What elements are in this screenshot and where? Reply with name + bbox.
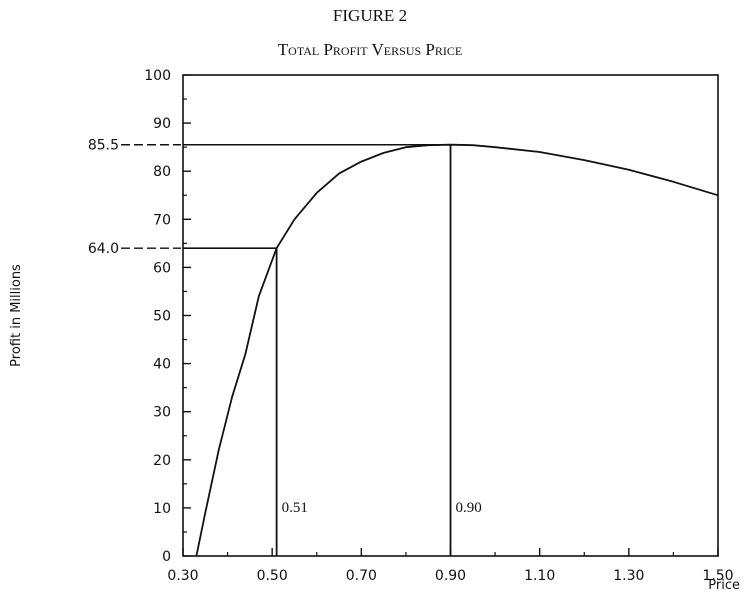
y-tick-label: 80 (153, 164, 171, 180)
y-tick-label: 70 (153, 212, 171, 228)
chart-title: Total Profit Versus Price (278, 40, 462, 59)
y-tick-label: 50 (153, 309, 171, 325)
y-tick-label: 20 (153, 453, 171, 469)
x-tick-label: 1.30 (613, 568, 644, 584)
y-tick-label: 10 (153, 501, 171, 517)
x-tick-label: 0.30 (167, 568, 198, 584)
reference-value-label: 64.0 (88, 241, 119, 257)
y-tick-label: 60 (153, 260, 171, 276)
y-tick-label: 0 (162, 549, 171, 565)
reference-value-label: 85.5 (88, 138, 119, 154)
reference-price-label: 0.51 (282, 500, 308, 516)
y-tick-label: 30 (153, 405, 171, 421)
plot-area: 0 10 20 30 40 50 60 70 80 90 100 0.30 0.50 0.70 0.90 1.… (88, 68, 734, 584)
figure-label: FIGURE 2 (333, 6, 407, 25)
y-axis-label: Profit in Millions (9, 264, 24, 367)
y-tick-label: 40 (153, 357, 171, 373)
profit-curve (195, 143, 719, 557)
x-tick-label: 0.70 (346, 568, 377, 584)
y-tick-label: 90 (153, 116, 171, 132)
x-tick-label: 0.90 (435, 568, 466, 584)
x-tick-label: 1.50 (702, 568, 733, 584)
x-axis-label: Price (708, 578, 740, 593)
x-tick-label: 0.50 (257, 568, 288, 584)
y-tick-label: 100 (144, 68, 171, 84)
x-tick-label: 1.10 (524, 568, 555, 584)
reference-price-label: 0.90 (456, 500, 482, 516)
